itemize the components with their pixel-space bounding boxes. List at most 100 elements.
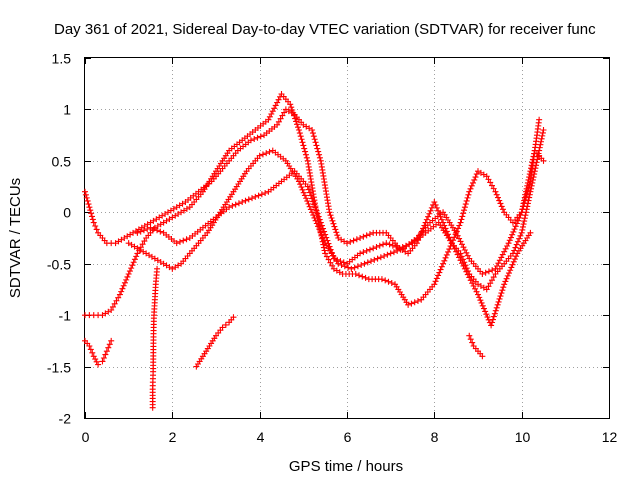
data-point: [140, 227, 147, 234]
data-point: [487, 179, 494, 186]
data-point: [495, 260, 502, 267]
data-point: [451, 234, 458, 241]
data-point: [435, 272, 442, 279]
data-point: [488, 322, 495, 329]
data-point: [490, 313, 497, 320]
data-point: [309, 127, 316, 133]
data-point: [485, 268, 492, 275]
data-point: [90, 353, 97, 360]
y-tick-label: 1: [63, 102, 71, 118]
data-point: [473, 288, 480, 295]
data-point: [502, 245, 509, 252]
data-point: [485, 176, 492, 183]
data-point: [502, 278, 509, 285]
data-point: [82, 191, 89, 198]
data-point: [305, 186, 312, 193]
data-point: [455, 225, 462, 232]
data-point: [497, 293, 504, 300]
data-point: [141, 238, 148, 245]
data-point: [351, 264, 358, 271]
data-point: [445, 248, 452, 255]
data-point: [300, 142, 307, 149]
data-point: [382, 277, 389, 284]
data-point: [482, 308, 489, 315]
data-point: [108, 337, 115, 344]
data-point: [492, 188, 499, 195]
data-point: [325, 256, 332, 263]
data-point: [441, 257, 448, 264]
data-point: [378, 276, 385, 283]
data-point: [93, 226, 100, 233]
data-point: [460, 210, 467, 217]
data-point: [496, 257, 503, 264]
data-point: [304, 198, 311, 205]
data-point: [319, 225, 326, 232]
data-point: [324, 237, 331, 244]
data-point: [327, 212, 334, 219]
y-axis-label: SDTVAR / TECUs: [7, 178, 24, 298]
data-point: [82, 188, 88, 195]
data-point: [522, 191, 529, 198]
data-point: [134, 229, 141, 236]
data-point: [332, 226, 339, 233]
plot-frame: [84, 57, 610, 419]
data-point: [371, 256, 378, 263]
data-point: [440, 260, 447, 267]
data-point: [432, 201, 439, 208]
data-point: [511, 226, 518, 233]
data-point: [438, 216, 445, 223]
data-point: [457, 219, 464, 226]
data-point: [301, 145, 308, 152]
data-point: [315, 213, 322, 220]
data-point: [485, 283, 492, 290]
data-point: [469, 280, 476, 287]
data-point: [109, 303, 116, 310]
data-point: [303, 154, 310, 161]
data-point: [330, 220, 337, 227]
data-point: [333, 229, 340, 236]
data-point: [431, 199, 438, 205]
data-point: [229, 202, 236, 209]
data-point: [257, 133, 264, 140]
data-point: [263, 150, 270, 157]
data-point: [538, 135, 545, 142]
data-point: [402, 242, 409, 249]
data-point: [525, 176, 532, 183]
data-point: [487, 280, 494, 287]
data-point: [103, 348, 110, 355]
data-point: [503, 275, 510, 282]
data-point: [513, 253, 520, 260]
data-point: [433, 275, 440, 282]
data-point: [287, 101, 294, 108]
data-point: [472, 174, 479, 181]
data-point: [307, 206, 314, 213]
data-point: [483, 286, 490, 293]
series-track-c: [125, 147, 547, 277]
data-point: [373, 244, 380, 250]
y-tick-label: 0: [63, 205, 71, 221]
data-point: [489, 267, 496, 274]
data-point: [500, 284, 507, 291]
data-point: [472, 285, 479, 292]
data-point: [470, 179, 477, 186]
y-tick-label: -1.5: [47, 360, 71, 376]
data-point: [496, 295, 503, 302]
data-point: [277, 115, 284, 122]
data-point: [87, 207, 94, 214]
data-point: [309, 130, 316, 137]
data-point: [368, 258, 375, 265]
data-point: [255, 192, 262, 199]
data-point: [539, 132, 546, 139]
data-point: [405, 301, 412, 308]
data-point: [321, 228, 328, 235]
data-point: [490, 185, 497, 192]
data-point: [89, 349, 96, 356]
data-point: [464, 194, 471, 201]
data-point: [387, 250, 394, 257]
data-point: [521, 218, 528, 225]
data-point: [506, 237, 513, 244]
data-point: [294, 121, 301, 128]
data-point: [305, 200, 312, 207]
data-point: [312, 217, 319, 224]
data-point: [528, 165, 535, 172]
